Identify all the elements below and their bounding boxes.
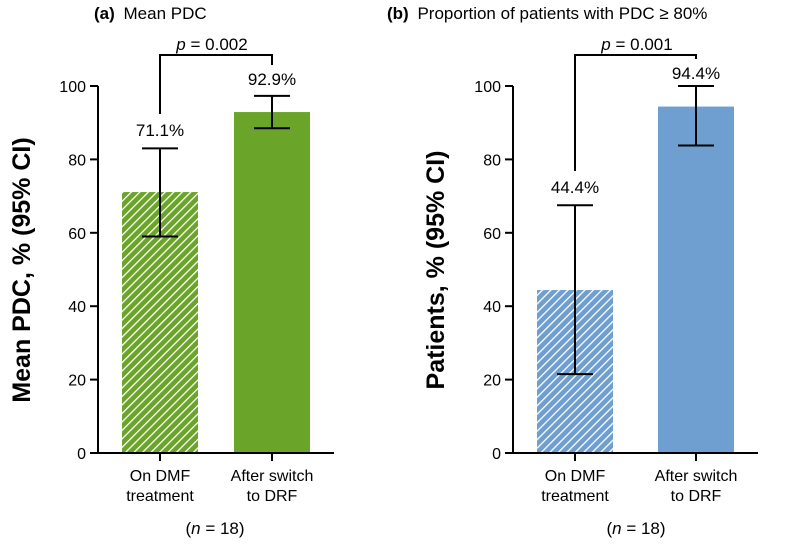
y-tick-label: 20 <box>68 373 86 390</box>
panel-b-title-text: Proportion of patients with PDC ≥ 80% <box>417 4 707 23</box>
panel-a-sample-size: (n = 18) <box>185 519 244 538</box>
bar-drf <box>234 112 310 453</box>
value-label: 94.4% <box>672 64 720 83</box>
y-tick-label: 60 <box>483 226 501 243</box>
panel-b-ylabel: Patients, % (95% CI) <box>422 151 450 390</box>
y-tick-label: 40 <box>483 299 501 316</box>
panel-a-title: (a) Mean PDC <box>94 4 207 23</box>
panel-b-p-number: = 0.001 <box>611 35 673 54</box>
panel-a-n-symbol: n <box>191 519 200 538</box>
y-tick-label: 100 <box>59 79 86 96</box>
panel-a-p-symbol: p <box>175 35 185 54</box>
panel-b-n-open: ( <box>606 519 612 538</box>
panel-a-p-number: = 0.002 <box>186 35 248 54</box>
category-label: After switch <box>231 468 314 485</box>
panel-a-tag: (a) <box>94 4 115 23</box>
y-tick-label: 100 <box>474 79 501 96</box>
y-tick-label: 40 <box>68 299 86 316</box>
panel-b: (b) Proportion of patients with PDC ≥ 80… <box>387 4 758 538</box>
category-label: treatment <box>541 488 609 505</box>
panel-a-title-text: Mean PDC <box>124 4 207 23</box>
y-tick-label: 80 <box>68 152 86 169</box>
panel-b-n-number: = 18) <box>622 519 666 538</box>
significance-bracket <box>574 54 697 171</box>
category-label: On DMF <box>130 468 191 485</box>
panel-b-title: (b) Proportion of patients with PDC ≥ 80… <box>387 4 707 23</box>
y-tick-label: 60 <box>68 226 86 243</box>
panel-a-plot: 0 20 40 60 80 100 On DMF treatment After switch t… <box>59 54 334 505</box>
y-tick-label: 20 <box>483 373 501 390</box>
significance-bracket <box>159 54 273 114</box>
panel-a-p-value: p = 0.002 <box>175 35 247 54</box>
category-label: to DRF <box>247 488 298 505</box>
panel-b-p-symbol: p <box>600 35 610 54</box>
bar-drf <box>658 106 734 453</box>
category-label: After switch <box>655 468 738 485</box>
panel-a: (a) Mean PDC Mean PDC, % (95% CI) 0 20 40 6… <box>8 4 334 538</box>
y-tick-label: 0 <box>77 446 86 463</box>
y-tick-label: 0 <box>492 446 501 463</box>
panel-a-n-number: = 18) <box>201 519 245 538</box>
panel-a-ylabel: Mean PDC, % (95% CI) <box>8 137 36 402</box>
y-tick-label: 80 <box>483 152 501 169</box>
category-label: to DRF <box>671 488 722 505</box>
value-label: 44.4% <box>551 178 599 197</box>
panel-b-n-symbol: n <box>612 519 621 538</box>
panel-b-sample-size: (n = 18) <box>606 519 665 538</box>
panel-a-n-open: ( <box>185 519 191 538</box>
category-label: On DMF <box>545 468 606 485</box>
value-label: 71.1% <box>136 121 184 140</box>
panel-b-tag: (b) <box>387 4 409 23</box>
value-label: 92.9% <box>248 70 296 89</box>
panel-b-plot: 0 20 40 60 80 100 On DMF treatment After switch t… <box>474 54 758 505</box>
category-label: treatment <box>126 488 194 505</box>
panel-b-p-value: p = 0.001 <box>600 35 672 54</box>
